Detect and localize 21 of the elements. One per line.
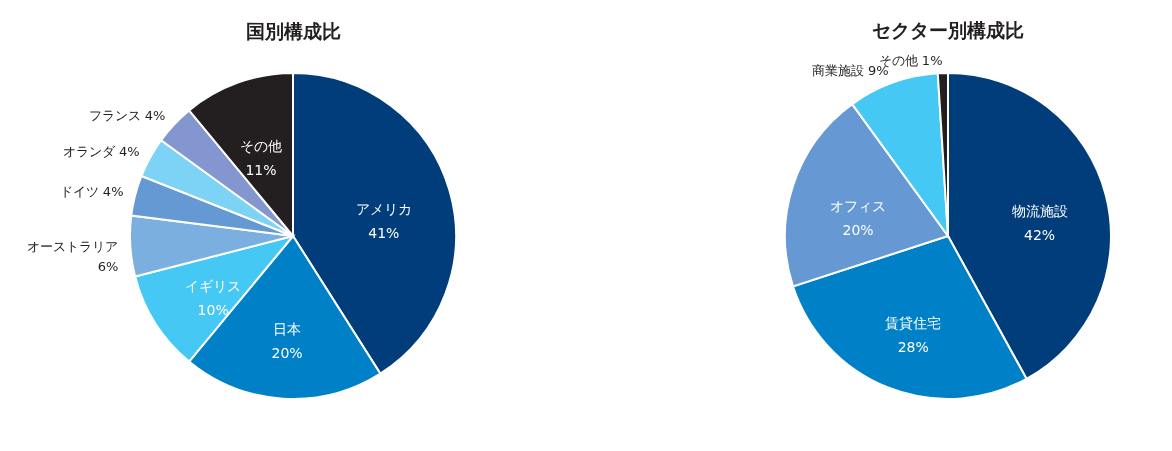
chart-title: セクター別構成比 [872,19,1024,42]
data-label: 10% [197,301,229,318]
slice-label: イギリス [185,277,242,294]
chart-title: 国別構成比 [245,20,341,42]
slice-label: アメリカ [355,200,412,217]
slice-label: 物流施設 [1011,203,1068,220]
data-label: 42% [1024,227,1056,244]
slice-label: オフィス [830,197,887,214]
slice-label: 賃貸住宅 [885,314,942,331]
data-label: 28% [897,338,929,355]
slice-label: フランス 4% [88,108,166,124]
data-label: 41% [368,224,400,241]
slice-label: オーストラリア [27,238,119,254]
slice-label: オランダ 4% [62,143,140,159]
slice-label: その他 [239,138,282,155]
slice-label: 日本 [273,321,302,338]
data-label: 20% [842,221,874,238]
data-label: 11% [245,162,277,179]
slice-label: ドイツ 4% [59,184,124,200]
data-label: 20% [271,345,303,362]
data-label: 6% [97,258,119,274]
